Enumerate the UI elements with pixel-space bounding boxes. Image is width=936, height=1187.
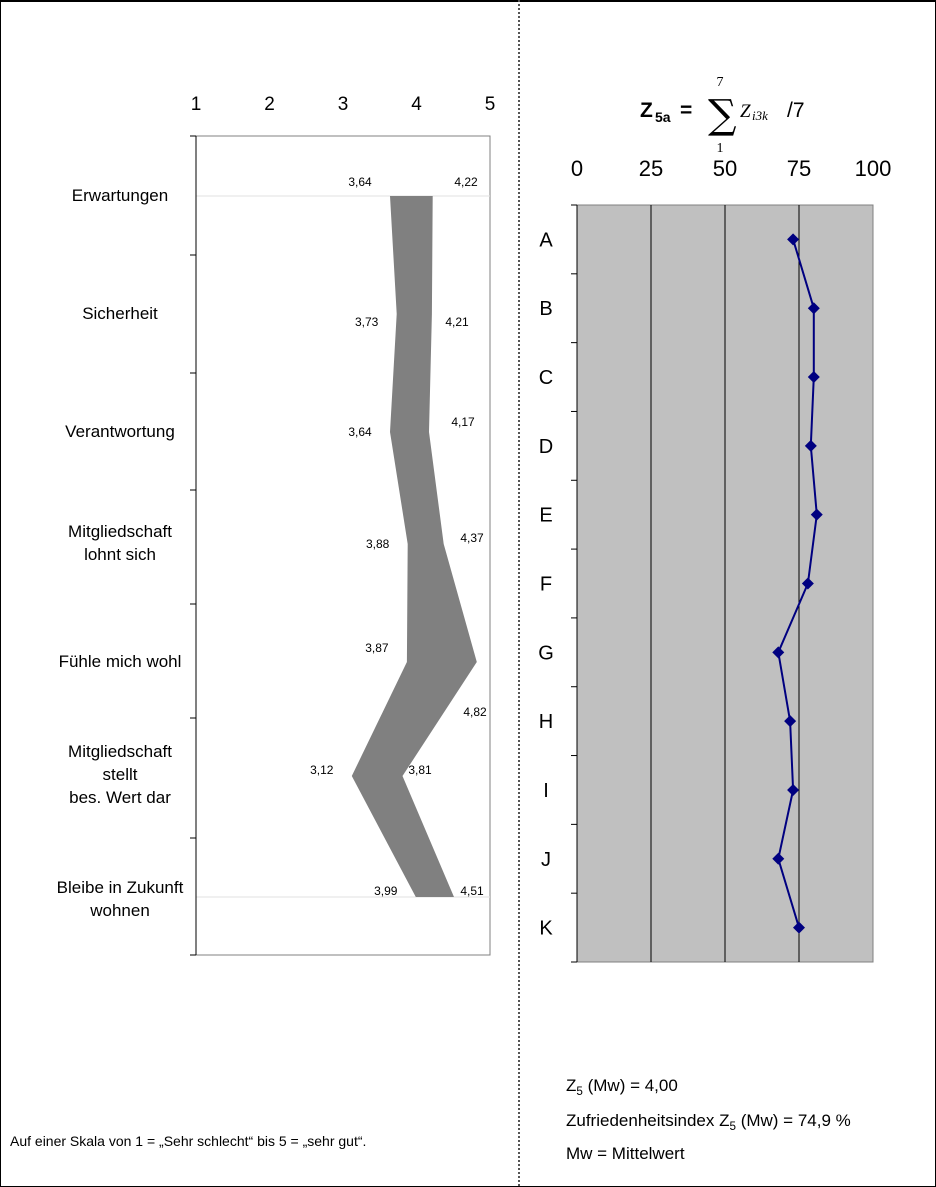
scale-footnote: Auf einer Skala von 1 = „Sehr schlecht“ …: [10, 1133, 367, 1149]
index-note: Zufriedenheitsindex Z5 (Mw) = 74,9 %: [566, 1111, 851, 1133]
right-category-label: A: [539, 229, 553, 251]
right-x-tick-label: 100: [855, 156, 892, 181]
upper-value-label: 4,82: [463, 705, 487, 719]
mean-note: Z5 (Mw) = 4,00: [566, 1076, 678, 1098]
formula-equals: =: [680, 99, 692, 122]
right-category-label: H: [539, 711, 553, 733]
mw-legend: Mw = Mittelwert: [566, 1144, 685, 1163]
category-label: Sicherheit: [82, 304, 158, 323]
lower-value-label: 3,73: [355, 315, 379, 329]
category-label: Bleibe in Zukunft: [57, 878, 184, 897]
category-label: Erwartungen: [72, 186, 168, 205]
right-category-label: G: [538, 642, 554, 664]
column-divider: [518, 0, 520, 1186]
data-point-marker: [804, 439, 817, 452]
category-label: Mitgliedschaft: [68, 522, 172, 541]
right-x-tick-label: 75: [787, 156, 811, 181]
category-label: lohnt sich: [84, 545, 156, 564]
left-x-tick-label: 1: [191, 94, 202, 115]
lower-value-label: 3,64: [348, 425, 372, 439]
left-x-tick-label: 5: [485, 94, 496, 115]
formula-term: Z: [740, 101, 751, 122]
lower-value-label: 3,99: [374, 884, 398, 898]
right-category-label: D: [539, 436, 553, 458]
lower-value-label: 3,64: [348, 175, 372, 189]
upper-value-label: 4,51: [460, 884, 484, 898]
right-category-label: J: [541, 849, 551, 871]
category-label: Fühle mich wohl: [59, 652, 182, 671]
right-x-tick-label: 50: [713, 156, 737, 181]
right-category-label: C: [539, 367, 553, 389]
lower-value-label: 3,88: [366, 537, 390, 551]
left-x-tick-label: 4: [411, 94, 422, 115]
right-category-label: B: [539, 298, 552, 320]
right-category-label: I: [543, 780, 549, 802]
upper-value-label: 4,17: [451, 415, 475, 429]
data-point-marker: [772, 852, 785, 865]
right-category-label: F: [540, 574, 552, 596]
upper-value-label: 4,37: [460, 531, 484, 545]
category-label: wohnen: [89, 901, 150, 920]
left-x-tick-label: 2: [264, 94, 275, 115]
right-x-tick-label: 25: [639, 156, 663, 181]
left-x-tick-label: 3: [338, 94, 349, 115]
upper-value-label: 4,22: [454, 175, 478, 189]
category-label: Mitgliedschaft: [68, 742, 172, 761]
formula-divisor: /7: [787, 99, 805, 122]
category-label: Verantwortung: [65, 422, 175, 441]
lower-value-label: 3,12: [310, 763, 334, 777]
upper-value-label: 4,21: [445, 315, 469, 329]
category-label: bes. Wert dar: [69, 788, 171, 807]
data-point-marker: [810, 508, 823, 521]
lower-value-label: 3,87: [365, 641, 389, 655]
data-point-marker: [787, 233, 800, 246]
right-category-label: E: [539, 505, 552, 527]
right-category-label: K: [539, 918, 553, 940]
formula-lhs-subscript: 5a: [655, 109, 671, 125]
formula-term-subscript: i3k: [752, 108, 768, 123]
data-point-marker: [807, 302, 820, 315]
data-point-marker: [793, 921, 805, 934]
upper-value-label: 3,81: [408, 763, 432, 777]
data-point-marker: [801, 577, 814, 590]
right-x-tick-label: 0: [571, 156, 583, 181]
formula-sum-top: 7: [717, 75, 724, 90]
left-chart: 1 2 3 4 5 Erwartungen Sicherheit Verantwortung M…: [57, 94, 496, 956]
formula-sum-bottom: 1: [717, 141, 724, 156]
data-point-marker: [784, 715, 797, 728]
data-point-marker: [772, 646, 785, 659]
data-point-marker: [807, 371, 820, 384]
data-point-marker: [787, 783, 800, 796]
formula-lhs: Z: [640, 99, 653, 122]
formula-sigma: ∑: [708, 92, 737, 138]
range-band: [351, 196, 477, 897]
category-label: stellt: [103, 765, 138, 784]
